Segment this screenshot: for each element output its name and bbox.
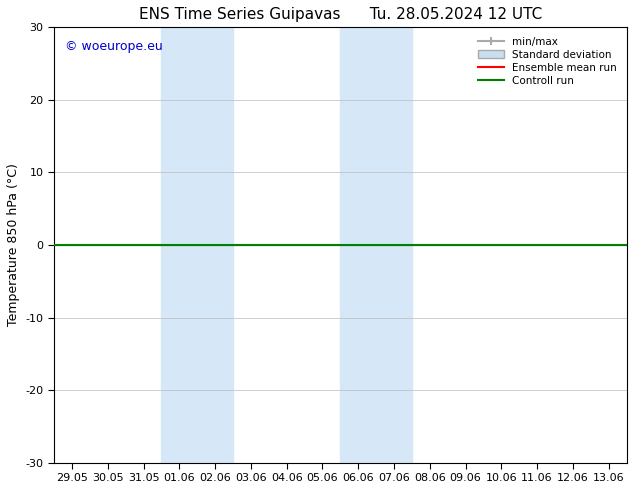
Title: ENS Time Series Guipavas      Tu. 28.05.2024 12 UTC: ENS Time Series Guipavas Tu. 28.05.2024 … (139, 7, 542, 22)
Text: © woeurope.eu: © woeurope.eu (65, 40, 163, 53)
Y-axis label: Temperature 850 hPa (°C): Temperature 850 hPa (°C) (7, 164, 20, 326)
Bar (162, 27, 233, 463)
Bar (340, 27, 412, 463)
Legend: min/max, Standard deviation, Ensemble mean run, Controll run: min/max, Standard deviation, Ensemble me… (474, 32, 621, 90)
